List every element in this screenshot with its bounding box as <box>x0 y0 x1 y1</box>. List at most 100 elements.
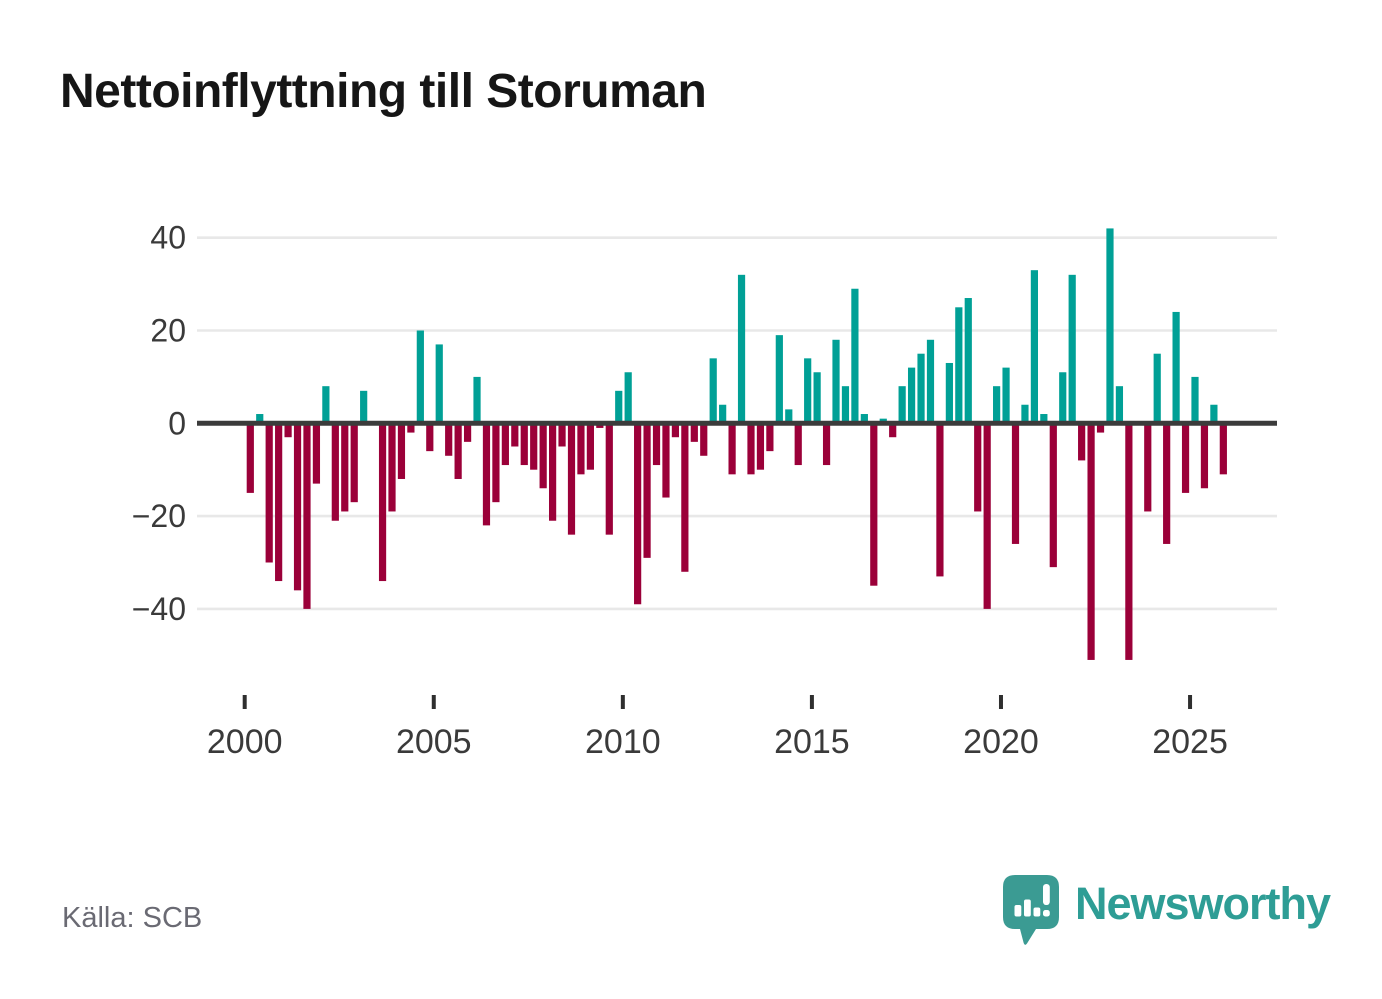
bar-2020-Q3 <box>1021 404 1029 424</box>
source-label: Källa: SCB <box>62 902 203 934</box>
bar-2010-Q1 <box>624 372 632 424</box>
bar-2009-Q4 <box>615 390 623 424</box>
brand-wordmark: Newsworthy <box>1075 878 1331 929</box>
bar-2022-Q3 <box>1096 423 1105 433</box>
chart-bar-medium <box>1033 907 1041 917</box>
bar-2003-Q4 <box>388 423 396 512</box>
bar-2001-Q2 <box>293 423 302 591</box>
bar-2014-Q1 <box>775 335 783 424</box>
bar-2000-Q1 <box>246 423 254 493</box>
bar-2022-Q1 <box>1078 423 1086 461</box>
bar-2002-Q1 <box>322 386 330 424</box>
bar-2005-Q2 <box>445 423 453 456</box>
bar-2020-Q1 <box>1002 367 1010 424</box>
bar-2016-Q1 <box>851 288 859 424</box>
y-axis-label-0: 0 <box>168 405 186 441</box>
y-axis-label--40: −40 <box>132 591 186 627</box>
bar-2006-Q4 <box>501 423 509 466</box>
bar-2016-Q2 <box>860 414 868 424</box>
bar-2021-Q2 <box>1049 423 1057 568</box>
bar-2006-Q3 <box>492 423 500 503</box>
bar-2024-Q3 <box>1172 311 1180 424</box>
bar-2024-Q2 <box>1163 423 1171 544</box>
bar-2010-Q2 <box>634 423 642 605</box>
bar-2022-Q4 <box>1106 228 1114 424</box>
bar-2018-Q4 <box>955 307 963 424</box>
bar-2021-Q3 <box>1059 372 1067 424</box>
bar-2011-Q3 <box>681 423 689 572</box>
bar-2025-Q3 <box>1210 404 1218 424</box>
bar-2024-Q1 <box>1153 353 1161 424</box>
bar-2018-Q2 <box>936 423 944 577</box>
x-axis-label-2010: 2010 <box>585 723 661 761</box>
bar-2006-Q2 <box>482 423 491 526</box>
bar-2010-Q4 <box>652 423 661 466</box>
bar-2015-Q4 <box>841 386 850 424</box>
bar-2013-Q3 <box>756 423 765 470</box>
bar-2021-Q4 <box>1068 274 1076 424</box>
bar-2015-Q2 <box>822 423 831 466</box>
bar-2013-Q2 <box>747 423 755 475</box>
bar-2007-Q1 <box>511 423 519 447</box>
bar-2000-Q2 <box>256 414 264 424</box>
bar-2013-Q1 <box>737 274 746 424</box>
bar-2022-Q2 <box>1087 423 1095 660</box>
bar-2012-Q1 <box>700 423 708 456</box>
chart-bar-tall <box>1024 899 1031 917</box>
bar-2017-Q3 <box>907 367 916 424</box>
bar-2017-Q1 <box>889 423 897 438</box>
bar-2008-Q4 <box>577 423 585 475</box>
bar-2004-Q1 <box>397 423 406 479</box>
bar-2002-Q2 <box>331 423 339 521</box>
exclamation-dot <box>1043 910 1050 917</box>
bar-2023-Q2 <box>1125 423 1133 660</box>
exclamation-stem <box>1043 884 1050 905</box>
bar-2018-Q3 <box>945 362 953 424</box>
bar-2015-Q1 <box>813 372 821 424</box>
speech-bubble-shape <box>1003 875 1059 945</box>
bar-2005-Q1 <box>435 344 443 424</box>
bar-2004-Q3 <box>416 330 424 424</box>
chart-bar-small <box>1014 905 1022 917</box>
bar-2004-Q2 <box>407 423 415 433</box>
bar-2025-Q2 <box>1200 423 1209 489</box>
bar-2000-Q3 <box>265 423 273 563</box>
bar-2004-Q4 <box>426 423 434 452</box>
bar-2003-Q3 <box>378 423 387 582</box>
bar-2011-Q4 <box>690 423 698 442</box>
y-axis-label-20: 20 <box>150 313 186 349</box>
newsworthy-logo: Newsworthy <box>1002 874 1331 947</box>
bar-2025-Q4 <box>1219 423 1227 475</box>
bar-2005-Q3 <box>454 423 462 479</box>
bar-2007-Q3 <box>530 423 538 470</box>
bar-2007-Q4 <box>539 423 547 489</box>
bar-2019-Q1 <box>964 298 972 424</box>
bar-2017-Q2 <box>898 386 906 424</box>
bar-2008-Q1 <box>549 423 557 521</box>
bar-2008-Q2 <box>558 423 566 447</box>
x-axis-label-2015: 2015 <box>774 723 850 761</box>
bar-2009-Q1 <box>586 423 594 470</box>
bar-2000-Q4 <box>275 423 283 582</box>
bar-2008-Q3 <box>567 423 576 535</box>
bar-2011-Q2 <box>671 423 680 438</box>
bar-2012-Q3 <box>719 404 727 424</box>
y-axis-label--20: −20 <box>132 498 186 534</box>
bar-2012-Q2 <box>709 358 717 424</box>
bar-2016-Q3 <box>870 423 878 586</box>
x-axis-label-2025: 2025 <box>1152 723 1228 761</box>
bar-2007-Q2 <box>520 423 528 466</box>
bar-2019-Q3 <box>983 423 991 609</box>
bar-2024-Q4 <box>1181 423 1190 493</box>
bar-2001-Q1 <box>284 423 292 438</box>
bar-2015-Q3 <box>832 339 840 424</box>
x-axis-label-2005: 2005 <box>396 723 472 761</box>
newsworthy-bubble-chart-icon <box>1003 875 1059 945</box>
bar-2014-Q3 <box>794 423 802 466</box>
bar-2002-Q3 <box>341 423 349 512</box>
bar-2019-Q2 <box>974 423 982 512</box>
bar-2009-Q3 <box>605 423 613 535</box>
bar-2001-Q3 <box>303 423 311 609</box>
bar-2019-Q4 <box>993 386 1001 424</box>
